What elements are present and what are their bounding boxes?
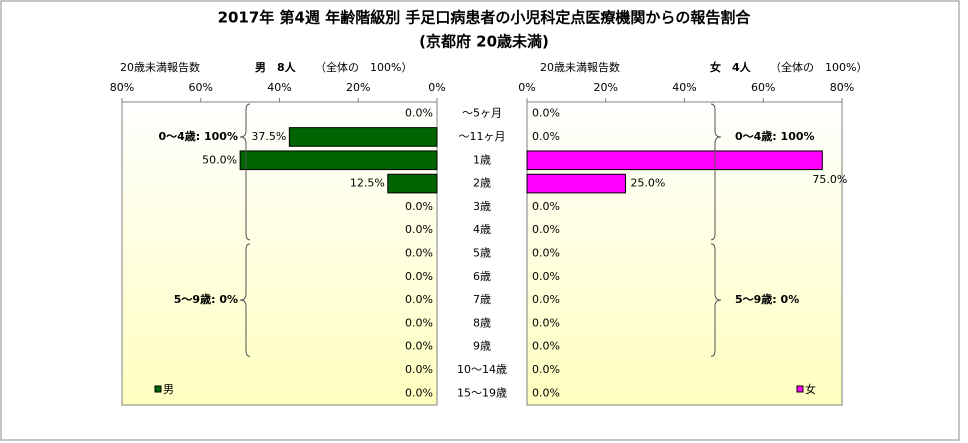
category-label: 6歳	[473, 270, 491, 283]
value-label: 0.0%	[405, 386, 433, 399]
value-label: 0.0%	[532, 107, 560, 120]
value-label: 0.0%	[532, 340, 560, 353]
panel-header: 男 8人	[255, 60, 297, 74]
value-label: 0.0%	[405, 200, 433, 213]
value-label: 0.0%	[405, 107, 433, 120]
brace	[710, 243, 722, 357]
x-tick-label: 60%	[751, 81, 775, 94]
annotation: 5～9歳: 0%	[174, 292, 238, 306]
category-label: 2歳	[473, 177, 491, 190]
value-label: 25.0%	[630, 177, 665, 190]
x-tick-label: 40%	[267, 81, 291, 94]
value-label: 50.0%	[202, 153, 237, 166]
plot-area	[121, 101, 438, 406]
annotation: 5～9歳: 0%	[735, 292, 799, 306]
panel-header: 20歳未満報告数	[120, 61, 200, 74]
panel-header: 女 4人	[710, 60, 752, 74]
category-label: 1歳	[473, 153, 491, 166]
value-label: 0.0%	[532, 200, 560, 213]
x-tick-label: 20%	[346, 81, 370, 94]
category-label: 7歳	[473, 293, 491, 306]
category-label: 10～14歳	[457, 363, 507, 376]
category-label: 5歳	[473, 247, 491, 260]
value-label: 0.0%	[405, 293, 433, 306]
value-label: 0.0%	[405, 223, 433, 236]
x-tick-label: 80%	[830, 81, 854, 94]
x-tick-label: 80%	[110, 81, 134, 94]
brace	[710, 103, 722, 241]
value-label: 0.0%	[532, 363, 560, 376]
x-tick-label: 60%	[189, 81, 213, 94]
value-label: 0.0%	[405, 316, 433, 329]
value-label: 75.0%	[812, 173, 847, 186]
panel-header: 20歳未満報告数	[540, 61, 620, 74]
value-label: 0.0%	[532, 223, 560, 236]
brace	[239, 103, 251, 241]
bar	[526, 173, 626, 194]
x-tick-label: 20%	[594, 81, 618, 94]
value-label: 0.0%	[405, 247, 433, 260]
category-label: 8歳	[473, 316, 491, 329]
chart-subtitle: (京都府 20歳未満)	[419, 33, 549, 51]
legend-label: 女	[805, 382, 816, 396]
bar	[239, 150, 438, 171]
value-label: 0.0%	[532, 247, 560, 260]
legend-swatch	[796, 385, 804, 393]
value-label: 0.0%	[532, 386, 560, 399]
bar	[387, 173, 438, 194]
x-tick-label: 40%	[672, 81, 696, 94]
plot-area	[526, 101, 843, 406]
panel-header: （全体の 100%）	[770, 60, 867, 74]
annotation: 0～4歳: 100%	[158, 129, 238, 143]
bar	[526, 150, 823, 171]
value-label: 37.5%	[251, 130, 286, 143]
value-label: 0.0%	[532, 270, 560, 283]
x-tick-label: 0%	[428, 81, 445, 94]
value-label: 0.0%	[532, 316, 560, 329]
value-label: 0.0%	[405, 363, 433, 376]
category-label: 4歳	[473, 223, 491, 236]
chart-title: 2017年 第4週 年齢階級別 手足口病患者の小児科定点医療機関からの報告割合	[218, 9, 752, 27]
brace	[239, 243, 251, 357]
panel-header: （全体の 100%）	[315, 60, 412, 74]
category-label: ～11ヶ月	[459, 130, 506, 143]
value-label: 0.0%	[532, 130, 560, 143]
value-label: 12.5%	[350, 177, 385, 190]
value-label: 0.0%	[532, 293, 560, 306]
annotation: 0～4歳: 100%	[735, 129, 815, 143]
category-label: ～5ヶ月	[462, 107, 502, 120]
category-label: 3歳	[473, 200, 491, 213]
legend-swatch	[154, 385, 162, 393]
x-tick-label: 0%	[518, 81, 535, 94]
legend-label: 男	[163, 383, 174, 396]
category-label: 15～19歳	[457, 386, 507, 399]
bar	[288, 127, 438, 147]
category-label: 9歳	[473, 340, 491, 353]
value-label: 0.0%	[405, 270, 433, 283]
value-label: 0.0%	[405, 340, 433, 353]
